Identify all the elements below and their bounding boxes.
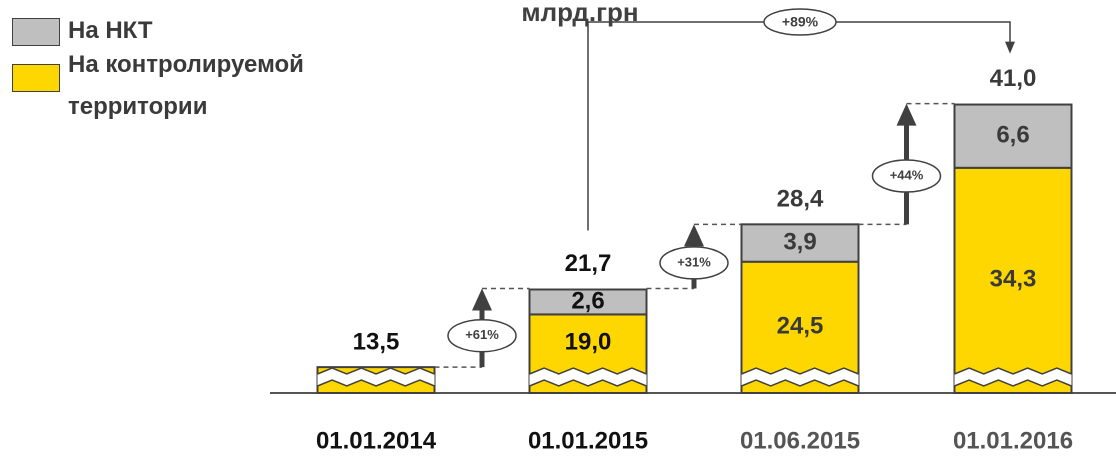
growth-label: +31% — [677, 254, 711, 269]
growth-arrow-head — [896, 103, 917, 126]
legend-label: На контролируемой территории — [68, 51, 304, 120]
total-label: 28,4 — [777, 186, 824, 213]
axis-break — [741, 379, 859, 387]
value-label: 6,6 — [996, 122, 1029, 149]
value-label: 24,5 — [777, 313, 824, 340]
legend-swatch — [12, 18, 60, 46]
axis-break — [954, 379, 1072, 387]
legend-label: На НКТ — [68, 17, 153, 44]
x-tick-label: 01.01.2016 — [953, 427, 1073, 454]
x-tick-label: 01.01.2015 — [528, 427, 648, 454]
growth-label: +61% — [465, 327, 499, 342]
axis-break — [529, 368, 647, 386]
growth-bubble — [659, 246, 729, 280]
legend-swatch — [12, 64, 60, 92]
dashed-guide — [434, 287, 530, 368]
axis-break — [954, 367, 1072, 375]
value-label: 34,3 — [990, 266, 1037, 293]
bracket-head — [1005, 41, 1015, 54]
bar-segment — [953, 166, 1073, 394]
bar-segment — [740, 223, 860, 263]
axis-break — [317, 368, 435, 386]
total-label: 13,5 — [353, 328, 400, 355]
growth-bubble — [447, 318, 517, 353]
axis-break — [317, 379, 435, 387]
dashed-guide — [646, 223, 742, 290]
value-label: 19,0 — [565, 328, 612, 355]
growth-label: +44% — [890, 167, 924, 182]
growth-label: +89% — [782, 14, 819, 30]
bar-segment — [953, 103, 1073, 169]
bar-segment — [528, 288, 648, 316]
axis-break — [954, 368, 1072, 386]
growth-bubble — [871, 159, 942, 193]
axis-break — [741, 368, 859, 386]
total-label: 41,0 — [990, 65, 1037, 92]
x-tick-label: 01.01.2014 — [316, 427, 437, 454]
value-label: 3,9 — [783, 228, 816, 255]
growth-arrow-head — [472, 288, 492, 311]
axis-break — [529, 367, 647, 375]
axis-break — [741, 367, 859, 375]
total-label: 21,7 — [565, 250, 612, 277]
growth-bubble — [763, 8, 837, 36]
value-label: 2,6 — [571, 287, 604, 314]
axis-break — [529, 379, 647, 387]
chart-title: млрд.грн — [521, 0, 638, 27]
growth-arrow-head — [684, 224, 704, 247]
dashed-guide — [858, 102, 955, 226]
x-tick-label: 01.06.2015 — [740, 427, 860, 454]
axis-break — [317, 367, 435, 375]
